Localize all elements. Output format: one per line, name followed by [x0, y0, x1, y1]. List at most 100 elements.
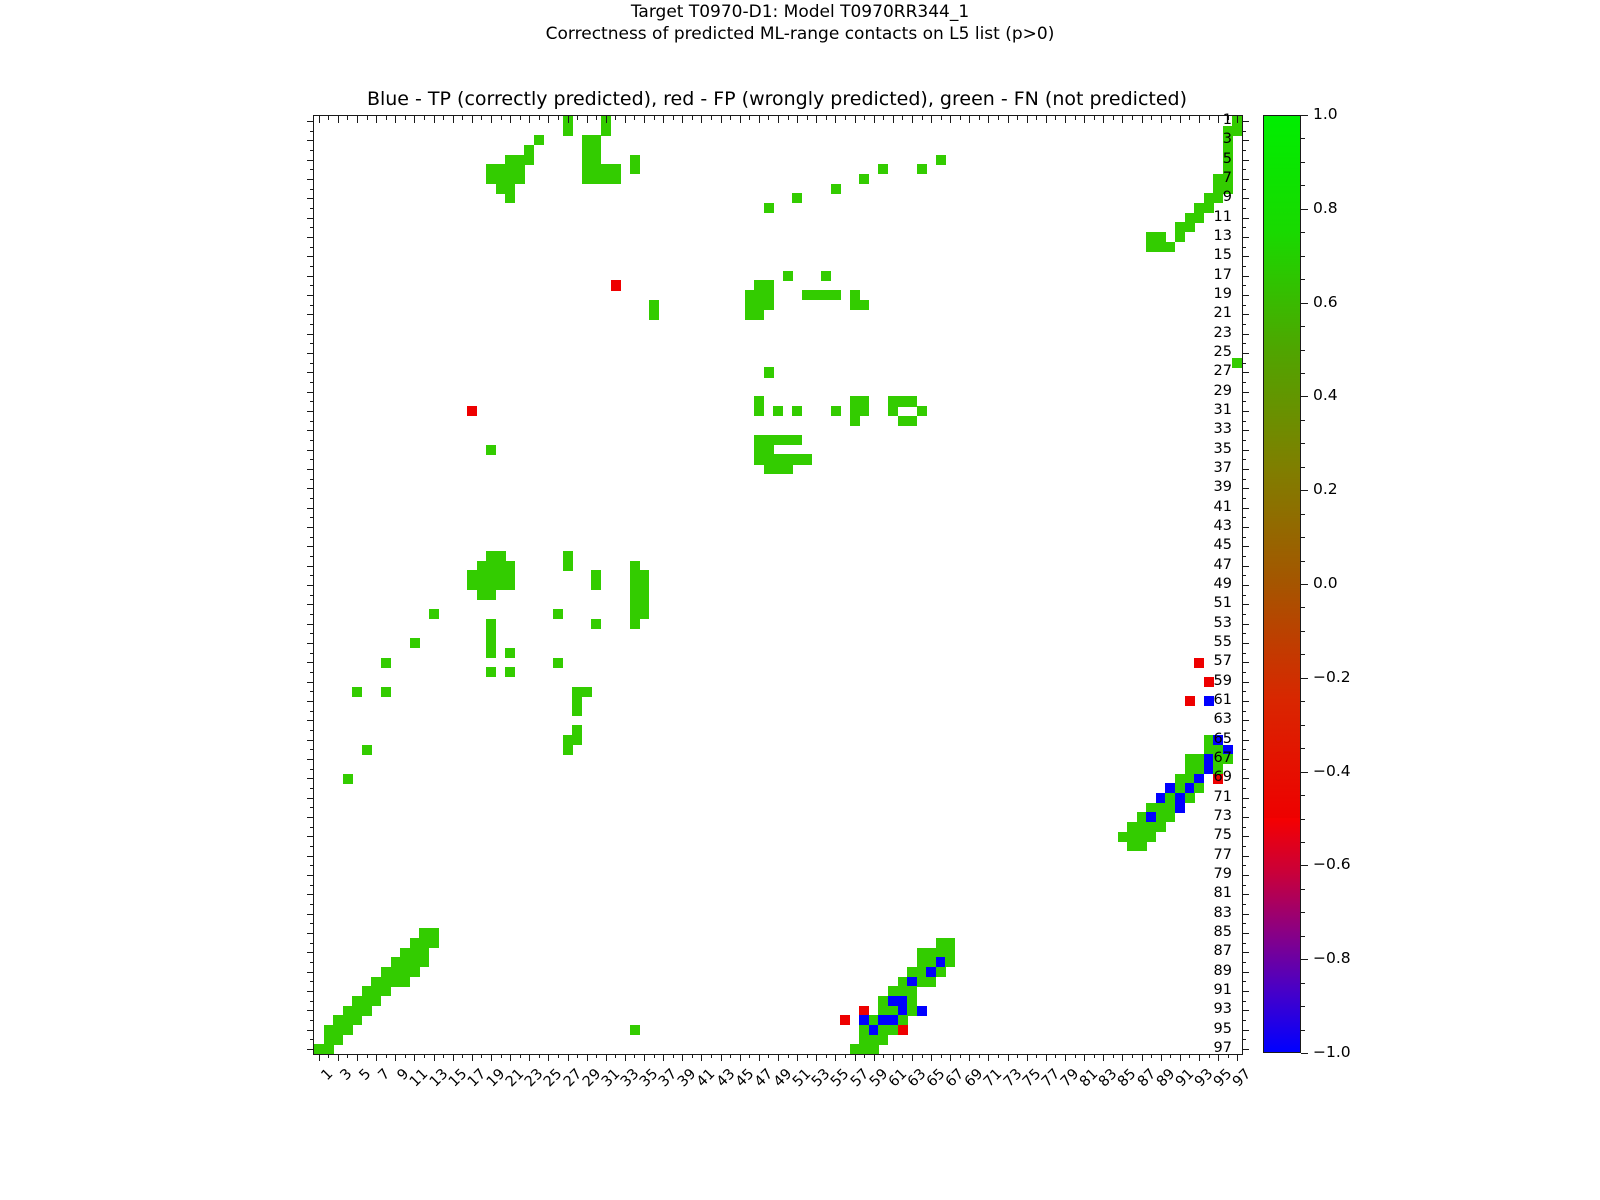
contact-cell — [754, 396, 765, 407]
y-tick-right — [1242, 149, 1246, 151]
y-tick-right — [1242, 701, 1249, 703]
contact-cell — [495, 164, 506, 175]
x-tick-top — [988, 116, 990, 123]
y-tick-label: 47 — [1213, 556, 1232, 573]
contact-cell — [1136, 821, 1147, 833]
contact-cell — [495, 570, 506, 581]
y-tick-label: 15 — [1213, 247, 1232, 264]
contact-cell — [591, 145, 602, 156]
contact-cell — [907, 976, 918, 987]
x-tick — [1198, 1054, 1200, 1061]
contact-cell — [380, 966, 391, 978]
colorbar-tick-minor — [1301, 982, 1305, 984]
contact-cell — [361, 995, 372, 1007]
contact-cell — [830, 406, 841, 417]
y-tick — [310, 1020, 314, 1022]
contact-cell — [916, 1005, 927, 1016]
contact-cell — [495, 183, 506, 194]
x-tick-top — [672, 116, 674, 120]
x-tick — [663, 1054, 665, 1061]
y-tick — [310, 323, 314, 325]
contact-cell — [897, 986, 908, 997]
x-tick — [1170, 1054, 1172, 1058]
contact-cell — [428, 928, 439, 939]
contact-cell — [1165, 792, 1176, 804]
contact-cell — [897, 1015, 908, 1026]
contact-cell — [486, 589, 497, 600]
contact-map-plot[interactable]: 1 3 5 7 9 11 13 15 17 19 21 23 25 27 29 31 33 35 37 39 41 43 4… — [307, 112, 1255, 1090]
y-tick-label: 11 — [1213, 208, 1232, 225]
y-tick — [307, 159, 314, 161]
contact-cell — [562, 125, 573, 136]
x-tick — [1151, 1054, 1153, 1058]
contact-cell — [1117, 831, 1128, 842]
contact-cell — [409, 947, 420, 958]
contact-cell — [935, 947, 946, 958]
colorbar-tick-minor — [1301, 185, 1305, 187]
x-tick-top — [854, 116, 856, 123]
y-tick — [310, 149, 314, 151]
x-tick — [318, 1054, 320, 1061]
y-tick-right — [1242, 875, 1249, 877]
x-tick — [1141, 1054, 1143, 1061]
colorbar-tick-minor — [1301, 748, 1305, 750]
contact-cell — [1155, 232, 1166, 243]
contact-cell — [467, 570, 478, 581]
contact-cell — [878, 1005, 889, 1016]
contact-cell — [897, 1005, 908, 1016]
x-tick-top — [873, 116, 875, 123]
y-tick-label: 39 — [1213, 479, 1232, 496]
y-tick — [307, 488, 314, 490]
contact-cell — [361, 744, 372, 755]
contact-cell — [916, 976, 927, 987]
x-tick — [577, 1054, 579, 1058]
x-tick-top — [1227, 116, 1229, 120]
x-tick-top — [787, 116, 789, 120]
y-tick-label: 71 — [1213, 788, 1232, 805]
x-tick — [500, 1054, 502, 1058]
y-tick — [307, 178, 314, 180]
colorbar-tick-major — [1301, 302, 1308, 304]
contact-cell — [859, 1005, 870, 1016]
contact-cell — [849, 396, 860, 407]
x-tick-top — [347, 116, 349, 120]
y-tick — [310, 846, 314, 848]
y-tick-right — [1242, 459, 1246, 461]
x-tick — [1036, 1054, 1038, 1058]
y-tick-right — [1242, 884, 1246, 886]
x-tick — [1208, 1054, 1210, 1058]
contact-cell — [1222, 183, 1233, 194]
contact-cell — [1155, 241, 1166, 252]
contact-cell — [754, 444, 765, 455]
x-tick-top — [548, 116, 550, 123]
contact-cell — [1213, 754, 1224, 765]
colorbar-tick-minor — [1301, 443, 1305, 445]
x-tick — [988, 1054, 990, 1061]
y-tick — [307, 410, 314, 412]
y-tick — [310, 826, 314, 828]
contact-cell — [1146, 812, 1157, 823]
y-tick-label: 37 — [1213, 459, 1232, 476]
x-tick — [404, 1054, 406, 1058]
x-tick — [787, 1054, 789, 1058]
y-tick-right — [1242, 1029, 1249, 1031]
colorbar-tick-major — [1301, 771, 1308, 773]
x-tick-top — [1151, 116, 1153, 120]
y-tick-label: 57 — [1213, 653, 1232, 670]
x-tick-top — [1026, 116, 1028, 123]
x-tick — [1074, 1054, 1076, 1058]
y-tick-right — [1242, 410, 1249, 412]
x-tick-top — [471, 116, 473, 123]
y-tick — [310, 478, 314, 480]
x-tick — [328, 1054, 330, 1058]
y-tick — [307, 352, 314, 354]
contact-cell — [1127, 841, 1138, 852]
y-tick-label: 45 — [1213, 537, 1232, 554]
y-tick — [310, 401, 314, 403]
x-tick-top — [902, 116, 904, 120]
y-tick-label: 3 — [1222, 131, 1232, 148]
x-tick-top — [950, 116, 952, 123]
y-tick-label: 93 — [1213, 1001, 1232, 1018]
y-tick-right — [1242, 246, 1246, 248]
contact-cell — [926, 957, 937, 968]
